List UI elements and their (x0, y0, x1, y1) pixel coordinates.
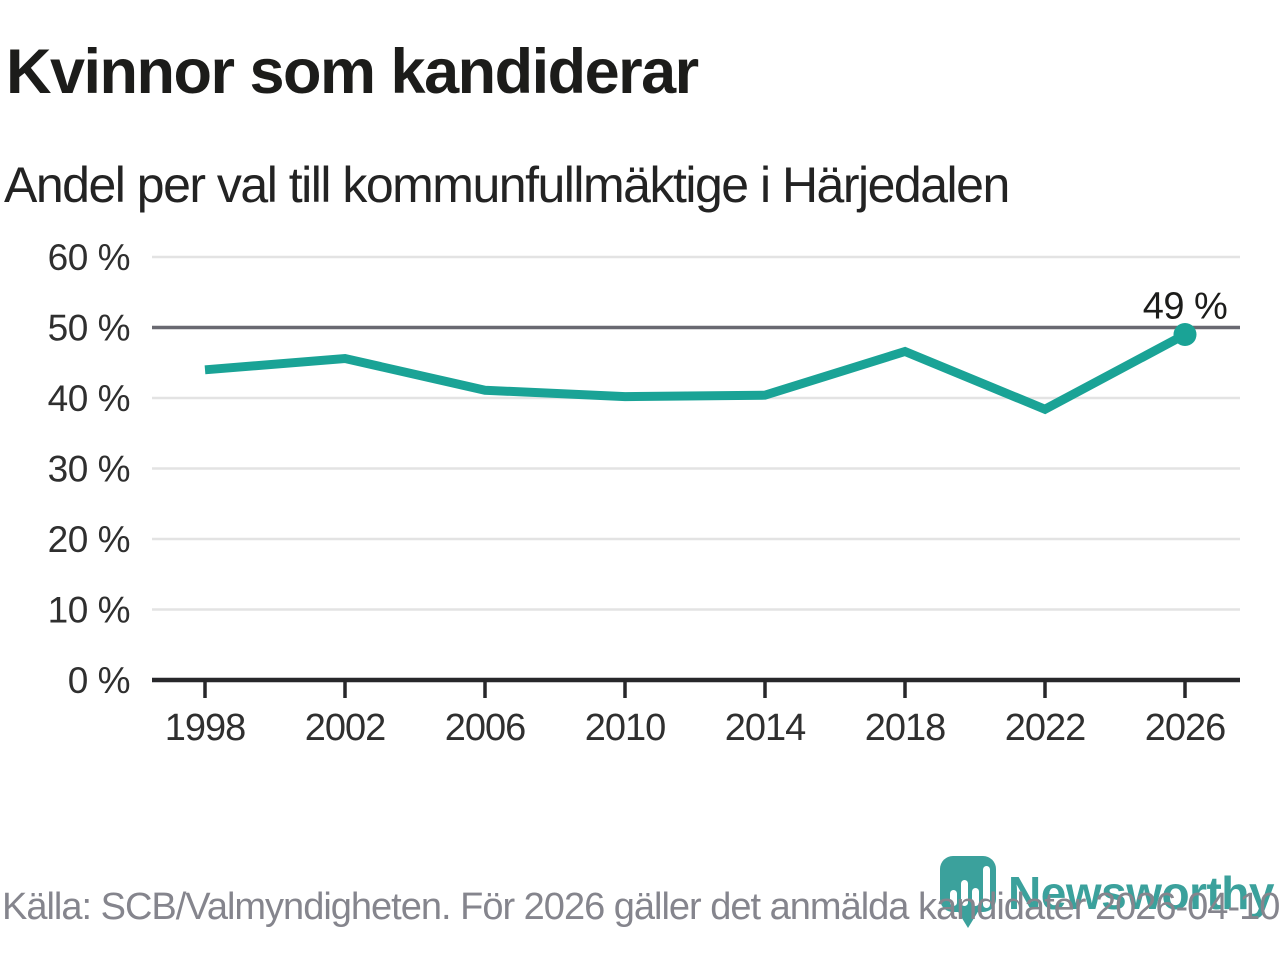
newsworthy-logo-text: Newsworthy (1008, 867, 1274, 919)
x-tick-label: 2002 (305, 707, 386, 749)
x-tick-label: 2018 (865, 707, 946, 749)
x-tick-label: 1998 (165, 707, 246, 749)
end-point-label: 49 % (1143, 286, 1228, 328)
x-tick-label: 2010 (585, 707, 666, 749)
y-tick-label: 0 % (68, 660, 130, 701)
newsworthy-logo-icon (940, 856, 997, 928)
logo-bubble-tail (957, 910, 980, 928)
y-tick-label: 50 % (48, 308, 130, 349)
logo-bar-2 (961, 880, 969, 906)
logo-bar-3 (972, 888, 980, 906)
y-tick-label: 30 % (48, 449, 130, 490)
x-tick-label: 2022 (1005, 707, 1086, 749)
logo-bar-4 (983, 866, 991, 908)
logo-bar-1 (950, 890, 958, 906)
chart-subtitle: Andel per val till kommunfullmäktige i H… (4, 157, 1010, 213)
line-chart: 0 % 10 % 20 % 30 % 40 % 50 % 60 % 1998 2002 2006 2… (48, 237, 1240, 749)
x-tick-label: 2026 (1145, 707, 1226, 749)
x-tick-label: 2006 (445, 707, 526, 749)
page-title: Kvinnor som kandiderar (6, 37, 699, 107)
newsworthy-logo: Newsworthy (938, 852, 1274, 930)
end-point-marker (1173, 323, 1197, 347)
y-tick-label: 10 % (48, 590, 130, 631)
x-tick-label: 2014 (725, 707, 806, 749)
source-note: Källa: SCB/Valmyndigheten. För 2026 gäll… (2, 886, 1280, 928)
data-line (204, 330, 1188, 415)
y-tick-label: 60 % (48, 237, 130, 278)
y-tick-label: 20 % (48, 519, 130, 560)
y-tick-label: 40 % (48, 378, 130, 419)
